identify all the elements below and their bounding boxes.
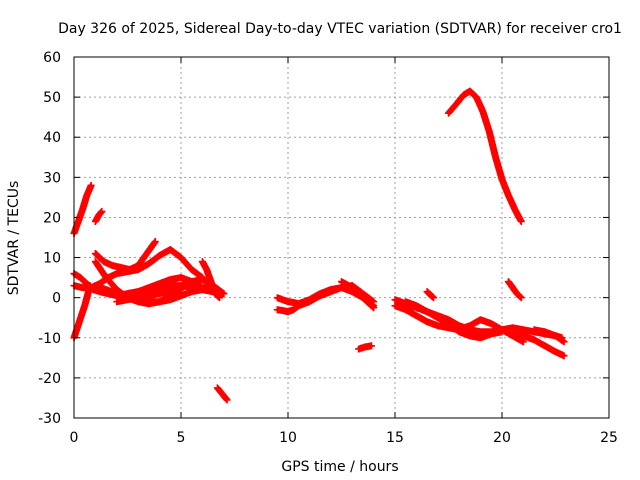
x-axis-title: GPS time / hours — [281, 459, 398, 475]
y-tick-label: 40 — [43, 130, 61, 146]
data-points — [70, 87, 568, 404]
x-tick-label: 10 — [279, 430, 297, 446]
series-arc-11 — [198, 258, 224, 302]
series-arc-6 — [91, 238, 159, 274]
data-point-markers — [509, 330, 568, 360]
y-axis-title: SDTVAR / TECUs — [6, 181, 22, 296]
y-tick-label: -20 — [38, 371, 61, 387]
x-tick-label: 15 — [386, 430, 404, 446]
series-arc-24 — [445, 87, 525, 225]
series-arc-15 — [338, 278, 378, 312]
data-point-markers — [198, 258, 224, 302]
y-tick-label: -10 — [38, 331, 61, 347]
y-tick-label: 20 — [43, 210, 61, 226]
series-arc-19 — [402, 298, 506, 342]
series-arc-16 — [355, 342, 375, 353]
data-point-markers — [355, 342, 375, 353]
data-point-markers — [402, 298, 506, 342]
y-tick-label: 0 — [52, 291, 61, 307]
data-point-markers — [338, 278, 378, 312]
y-tick-label: 50 — [43, 90, 61, 106]
data-point-markers — [504, 278, 525, 302]
data-point-markers — [445, 87, 525, 225]
series-arc-21 — [509, 330, 568, 360]
y-tick-label: 10 — [43, 251, 61, 267]
y-tick-label: 30 — [43, 170, 61, 186]
x-tick-label: 0 — [70, 430, 79, 446]
series-arc-12 — [213, 384, 231, 404]
series-arc-10 — [124, 274, 217, 298]
x-tick-label: 25 — [600, 430, 618, 446]
x-tick-label: 20 — [493, 430, 511, 446]
x-tick-label: 5 — [177, 430, 186, 446]
series-arc-2 — [91, 207, 106, 225]
y-tick-label: 60 — [43, 50, 61, 66]
series-arc-20 — [423, 288, 438, 302]
plot-border — [73, 56, 610, 419]
chart-title: Day 326 of 2025, Sidereal Day-to-day VTE… — [58, 21, 622, 37]
data-point-markers — [91, 207, 106, 225]
series-arc-22 — [530, 326, 568, 346]
axis-ticks: 0 5 10 15 20 25 -30 -20 -10 0 10 20 30 40 50 60 — [38, 50, 618, 446]
y-tick-label: -30 — [38, 411, 61, 427]
data-point-markers — [91, 238, 159, 274]
data-point-markers — [423, 288, 438, 302]
data-point-markers — [213, 384, 231, 404]
series-arc-23 — [504, 278, 525, 302]
data-point-markers — [530, 326, 568, 346]
data-point-markers — [124, 274, 217, 298]
